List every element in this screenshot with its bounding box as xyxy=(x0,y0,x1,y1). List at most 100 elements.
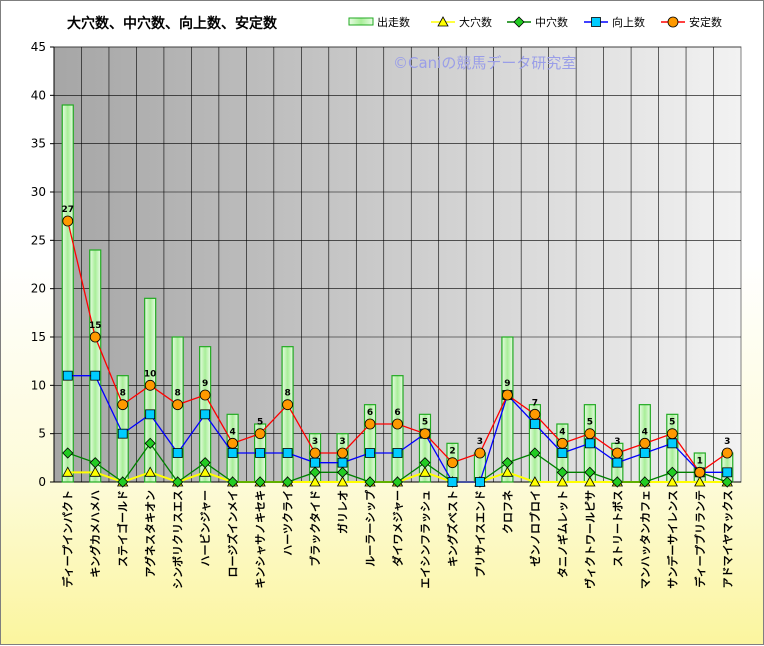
data-label: 4 xyxy=(229,427,235,437)
point-中穴数 xyxy=(62,447,74,459)
point-向上数 xyxy=(557,448,568,458)
point-大穴数 xyxy=(199,466,211,477)
x-tick-label: ディープブリランテ xyxy=(693,490,707,588)
legend-label: 中穴数 xyxy=(535,15,568,29)
point-中穴数 xyxy=(419,457,431,469)
point-安定数 xyxy=(666,428,678,440)
x-tick-label: ステイゴールド xyxy=(116,490,130,567)
point-大穴数 xyxy=(556,476,569,487)
legend-marker xyxy=(667,16,679,28)
point-向上数 xyxy=(722,467,733,478)
point-大穴数 xyxy=(584,476,596,487)
point-安定数 xyxy=(282,399,293,411)
data-label: 4 xyxy=(559,427,565,437)
legend-swatch xyxy=(348,17,374,26)
x-tick-label: マンハッタンカフェ xyxy=(639,490,652,589)
point-安定数 xyxy=(364,418,376,430)
data-label: 3 xyxy=(477,437,483,447)
point-向上数 xyxy=(62,370,73,381)
y-tick-label: 0 xyxy=(38,475,46,489)
point-中穴数 xyxy=(501,457,513,469)
point-大穴数 xyxy=(62,466,74,477)
point-向上数 xyxy=(227,448,238,458)
point-中穴数 xyxy=(254,476,266,488)
plot-area: 051015202530354045©Caniの競馬データ研究室27158108… xyxy=(31,40,742,589)
point-安定数 xyxy=(639,437,651,449)
point-安定数 xyxy=(584,428,596,440)
legend: 出走数 大穴数 中穴数 向上数 安定数 xyxy=(348,15,722,29)
point-安定数 xyxy=(419,428,431,440)
data-label: 7 xyxy=(532,398,538,408)
point-安定数 xyxy=(89,331,101,343)
bar-出走数 xyxy=(281,346,294,483)
data-label: 3 xyxy=(339,437,345,447)
point-中穴数 xyxy=(529,447,541,459)
x-tick-label: ハーツクライ xyxy=(282,490,295,556)
point-中穴数 xyxy=(556,466,568,478)
point-安定数 xyxy=(392,418,403,430)
point-中穴数 xyxy=(584,466,596,478)
data-label: 3 xyxy=(312,437,318,447)
x-tick-label: プリサイスエンド xyxy=(473,490,487,578)
x-tick-label: シンボリクリスエス xyxy=(171,490,185,589)
point-大穴数 xyxy=(144,466,156,477)
point-向上数 xyxy=(200,409,211,420)
point-大穴数 xyxy=(89,466,101,477)
point-向上数 xyxy=(530,419,540,429)
point-中穴数 xyxy=(227,476,239,488)
point-中穴数 xyxy=(144,437,156,449)
point-安定数 xyxy=(529,408,541,420)
data-label: 8 xyxy=(175,389,181,399)
data-label: 1 xyxy=(697,456,703,466)
point-大穴数 xyxy=(309,476,321,487)
point-中穴数 xyxy=(639,476,651,488)
chart-title: 大穴数、中穴数、向上数、安定数 xyxy=(67,15,278,32)
x-tick-label: ガリレオ xyxy=(336,490,350,534)
point-向上数 xyxy=(310,457,320,468)
legend-marker xyxy=(591,17,601,27)
x-tick-label: ヴィクトワールピサ xyxy=(583,490,597,589)
data-label: 6 xyxy=(394,408,400,418)
data-label: 15 xyxy=(89,321,102,331)
data-label: 5 xyxy=(587,418,593,428)
y-tick-label: 10 xyxy=(31,378,46,392)
point-向上数 xyxy=(145,409,156,420)
x-tick-label: キングズベスト xyxy=(445,490,459,567)
bar-出走数 xyxy=(418,413,432,483)
point-向上数 xyxy=(117,428,128,439)
point-大穴数 xyxy=(336,476,349,487)
y-tick-label: 20 xyxy=(31,282,46,296)
data-label: 5 xyxy=(422,418,428,428)
point-大穴数 xyxy=(694,476,706,487)
point-中穴数 xyxy=(666,466,678,478)
y-tick-label: 15 xyxy=(31,330,46,344)
data-label: 4 xyxy=(642,427,648,437)
point-向上数 xyxy=(447,477,458,487)
y-tick-label: 30 xyxy=(31,185,46,199)
data-label: 27 xyxy=(61,205,74,215)
legend-label: 大穴数 xyxy=(459,15,492,29)
point-中穴数 xyxy=(282,476,294,488)
point-大穴数 xyxy=(666,476,678,487)
point-向上数 xyxy=(612,457,623,468)
data-label: 9 xyxy=(202,379,208,389)
x-tick-label: アドマイヤマックス xyxy=(721,490,734,588)
point-安定数 xyxy=(254,428,266,440)
point-中穴数 xyxy=(611,476,623,488)
point-中穴数 xyxy=(89,457,101,469)
legend-marker xyxy=(437,16,449,27)
point-安定数 xyxy=(611,447,623,459)
point-向上数 xyxy=(172,448,183,458)
x-tick-label: ロージズインメイ xyxy=(226,490,240,577)
point-中穴数 xyxy=(309,466,321,478)
point-向上数 xyxy=(365,448,375,458)
point-安定数 xyxy=(694,466,706,478)
point-安定数 xyxy=(172,399,184,411)
data-label: 5 xyxy=(257,418,263,428)
point-中穴数 xyxy=(172,476,184,488)
point-安定数 xyxy=(62,215,74,227)
point-安定数 xyxy=(144,379,156,391)
bar-出走数 xyxy=(61,104,74,483)
x-tick-label: ディープインパクト xyxy=(61,490,75,588)
